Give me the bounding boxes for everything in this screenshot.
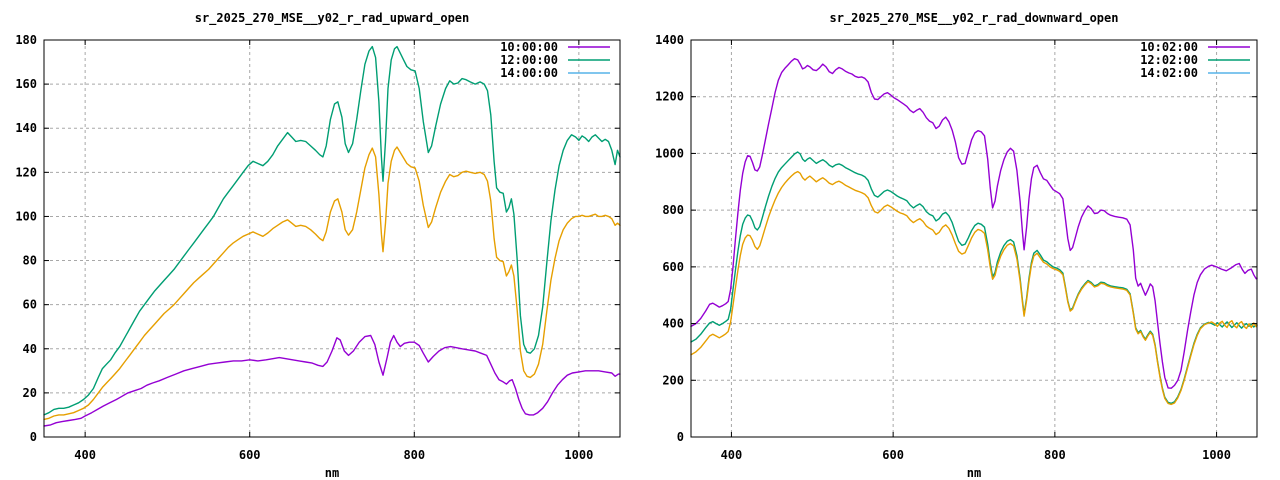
x-tick-label: 1000: [1202, 448, 1231, 462]
y-tick-label: 60: [23, 298, 37, 312]
x-tick-label: 800: [1044, 448, 1066, 462]
chart-title: sr_2025_270_MSE__y02_r_rad_upward_open: [195, 11, 470, 26]
legend-label: 12:00:00: [500, 53, 558, 67]
legend-label: 14:02:00: [1140, 66, 1198, 80]
y-tick-label: 1000: [655, 146, 684, 160]
series-line-12:00:00: [43, 45, 621, 416]
plot-upward: 400 600 800 1000 0 20 40 60 80 100 120 140 160 180 10:…: [15, 33, 621, 462]
x-tick-label: 600: [882, 448, 904, 462]
series-line-10:00:00: [43, 334, 621, 427]
x-axis-label: nm: [967, 466, 981, 480]
x-tick-label: 600: [239, 448, 261, 462]
chart-title: sr_2025_270_MSE__y02_r_rad_downward_open: [830, 11, 1119, 26]
y-tick-label: 800: [662, 203, 684, 217]
chart-radiance-upward: 400 600 800 1000 0 20 40 60 80 100 120 140 160 180 10:…: [15, 11, 621, 480]
legend-label: 10:02:00: [1140, 40, 1198, 54]
plot-downward: 400 600 800 1000 0 200 400 600 800 1000 1200 1400 10…: [655, 33, 1258, 462]
y-tick-label: 160: [15, 77, 37, 91]
x-axis-label: nm: [325, 466, 339, 480]
legend-label: 12:02:00: [1140, 53, 1198, 67]
y-tick-label: 120: [15, 165, 37, 179]
y-tick-label: 200: [662, 373, 684, 387]
plot-border: [43, 39, 621, 438]
y-tick-label: 0: [677, 430, 684, 444]
y-tick-label: 100: [15, 209, 37, 223]
chart-radiance-downward: 400 600 800 1000 0 200 400 600 800 1000 1200 1400 10…: [655, 11, 1258, 480]
y-tick-label: 80: [23, 254, 37, 268]
y-tick-label: 0: [30, 430, 37, 444]
legend-label: 14:00:00: [500, 66, 558, 80]
series-line-10:02:00: [690, 58, 1258, 389]
y-tick-label: 140: [15, 121, 37, 135]
series-line-14:00:00: [43, 146, 621, 421]
y-tick-label: 1400: [655, 33, 684, 47]
series-line-12:02:00: [690, 151, 1258, 404]
x-tick-label: 1000: [564, 448, 593, 462]
y-tick-label: 600: [662, 260, 684, 274]
legend-label: 10:00:00: [500, 40, 558, 54]
y-tick-label: 1200: [655, 90, 684, 104]
y-tick-label: 20: [23, 386, 37, 400]
y-tick-label: 400: [662, 317, 684, 331]
series-line-14:02:00: [690, 170, 1258, 406]
x-tick-label: 400: [74, 448, 96, 462]
x-tick-label: 800: [403, 448, 425, 462]
y-tick-label: 40: [23, 342, 37, 356]
plot-border: [690, 39, 1258, 438]
x-tick-label: 400: [721, 448, 743, 462]
y-tick-label: 180: [15, 33, 37, 47]
